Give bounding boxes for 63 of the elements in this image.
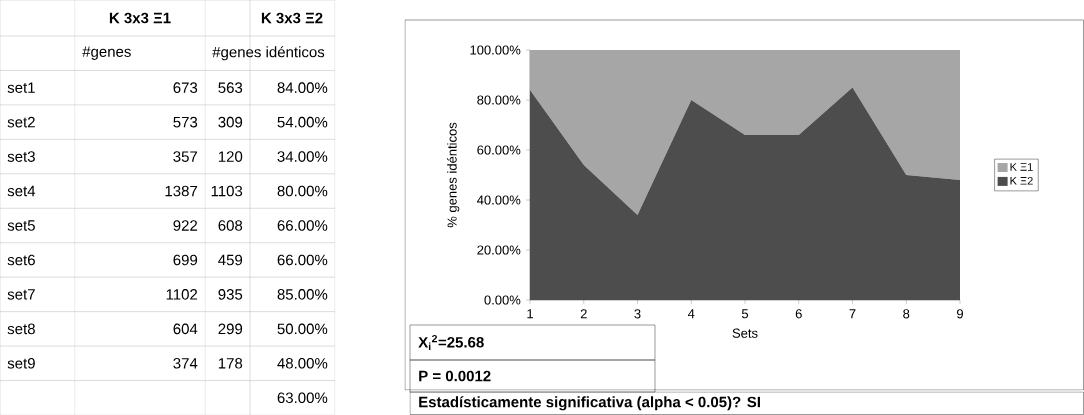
x-tick-label: 1 xyxy=(527,309,533,319)
x-tick-label: 8 xyxy=(903,309,910,319)
data-label: 54.00% xyxy=(277,116,328,128)
data-label: 50.00% xyxy=(277,323,328,335)
text: P = 0.0012 xyxy=(419,370,491,382)
data-label: 935 xyxy=(218,289,243,300)
category-label: set3 xyxy=(7,151,35,162)
category-label: set5 xyxy=(7,220,35,231)
data-label: 699 xyxy=(173,254,198,266)
y-tick-label: 100.00% xyxy=(470,45,521,55)
x-tick-label: 3 xyxy=(634,309,641,319)
data-label: 80.00% xyxy=(277,185,328,197)
y-tick-label: 20.00% xyxy=(477,245,521,255)
text: Estadísticamente significativa (alpha < 0.05)? SI xyxy=(419,396,760,411)
text: #genes idénticos xyxy=(212,46,325,61)
y-tick-label: 60.00% xyxy=(477,145,521,155)
data-label: 922 xyxy=(173,220,198,231)
category-label: set2 xyxy=(7,116,35,128)
text: X$_{i}$$^{2}$=25.68 xyxy=(418,334,484,351)
data-label: 1103 xyxy=(211,185,243,197)
text: 63.00% xyxy=(277,392,328,404)
text: K 3x3 Ξ2 xyxy=(261,12,323,24)
y-tick-label: 40.00% xyxy=(477,195,521,205)
data-label: 66.00% xyxy=(277,254,328,266)
category-label: set8 xyxy=(7,323,35,335)
legend-label: K Ξ2 xyxy=(1010,176,1033,185)
data-label: 673 xyxy=(173,82,198,93)
x-axis-title: Sets xyxy=(732,328,758,338)
data-label: 34.00% xyxy=(277,151,328,162)
data-label: 459 xyxy=(218,254,243,266)
data-label: 357 xyxy=(173,151,198,162)
data-label: 374 xyxy=(173,358,198,369)
data-label: 120 xyxy=(218,151,243,162)
x-tick-label: 7 xyxy=(849,309,856,319)
data-label: 299 xyxy=(218,323,243,335)
data-label: 178 xyxy=(218,358,243,369)
text: K 3x3 Ξ1 xyxy=(109,12,171,24)
data-label: 608 xyxy=(218,220,243,231)
x-tick-label: 5 xyxy=(741,309,749,319)
category-label: set4 xyxy=(7,185,36,197)
data-label: 1102 xyxy=(166,289,198,300)
data-label: 573 xyxy=(173,116,198,128)
y-tick-label: 80.00% xyxy=(477,95,521,105)
text: #genes xyxy=(82,46,131,60)
data-label: 1387 xyxy=(165,185,198,197)
category-label: set9 xyxy=(7,358,35,369)
legend-label: K Ξ1 xyxy=(1010,163,1033,171)
category-label: set7 xyxy=(7,289,35,300)
data-label: 48.00% xyxy=(277,358,328,369)
category-label: set6 xyxy=(7,254,35,266)
x-tick-label: 4 xyxy=(687,309,695,319)
x-tick-label: 9 xyxy=(957,309,964,319)
x-tick-label: 6 xyxy=(795,309,802,319)
y-axis-title: % genes idénticos xyxy=(447,122,460,228)
category-label: set1 xyxy=(7,82,35,93)
data-label: 84.00% xyxy=(277,82,328,93)
x-tick-label: 2 xyxy=(580,309,587,319)
data-label: 66.00% xyxy=(277,220,328,231)
data-label: 85.00% xyxy=(277,289,328,300)
data-label: 604 xyxy=(173,323,198,335)
data-label: 309 xyxy=(218,116,243,128)
y-tick-label: 0.00% xyxy=(484,295,521,305)
data-label: 563 xyxy=(218,82,243,93)
